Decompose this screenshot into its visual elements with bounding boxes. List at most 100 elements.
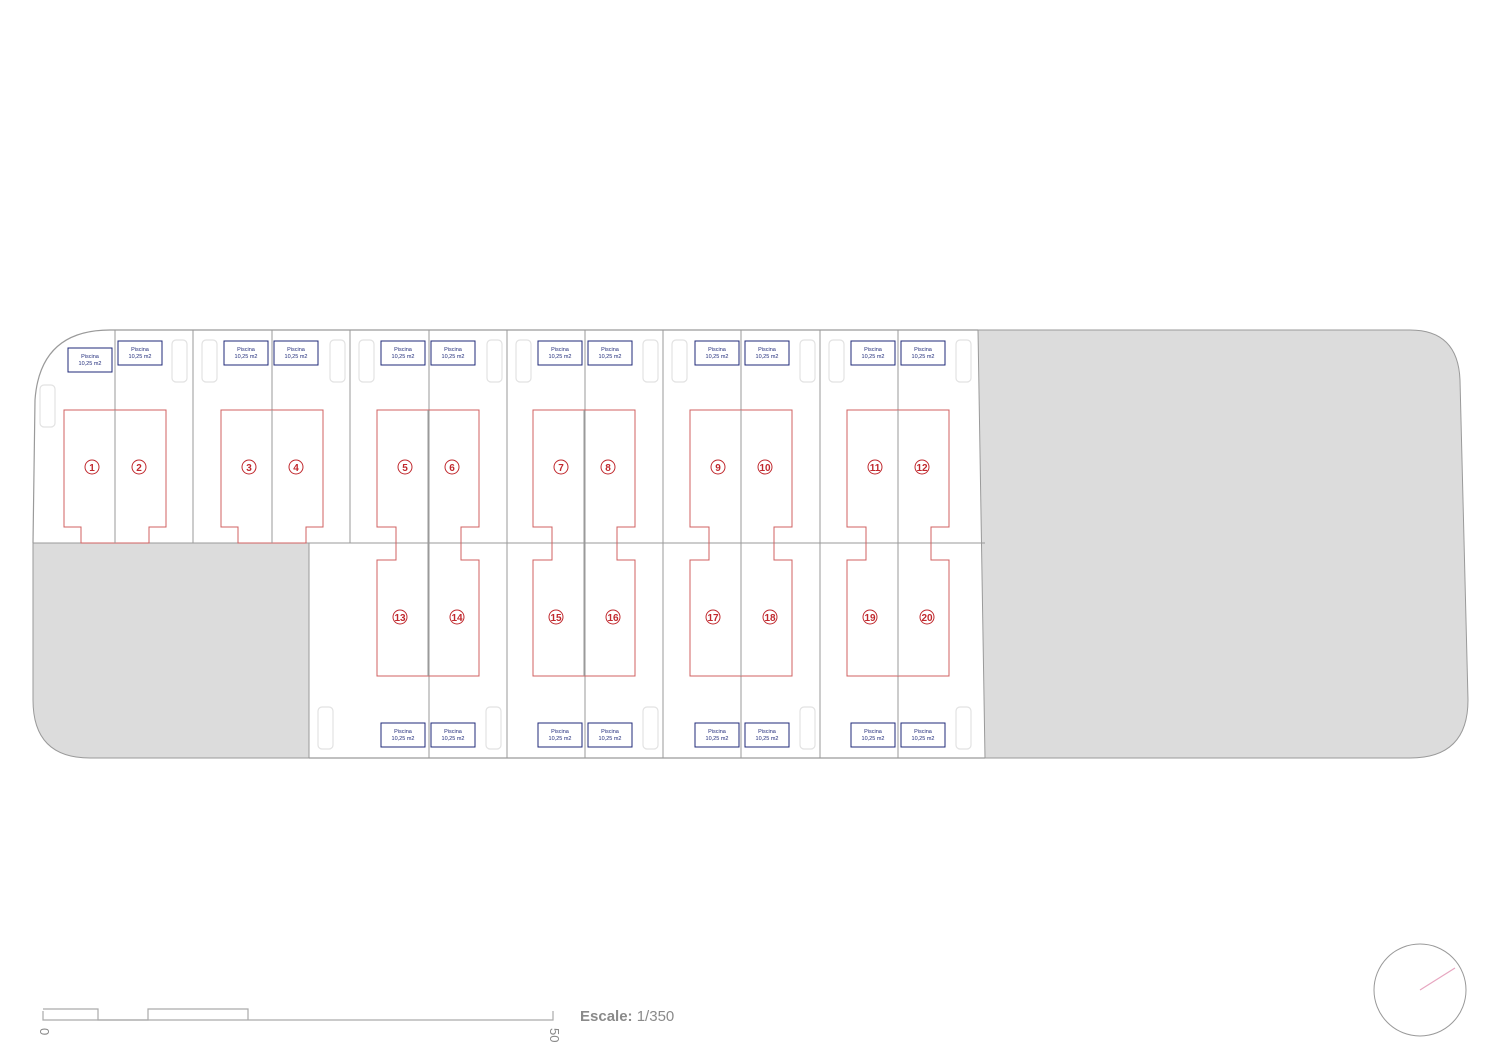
lot-number-badge: 16 bbox=[605, 609, 621, 625]
lot-number: 11 bbox=[870, 463, 881, 474]
lot-number-badge: 5 bbox=[397, 459, 413, 475]
pool-box bbox=[67, 347, 113, 373]
pool-box bbox=[380, 340, 426, 366]
car-icon bbox=[828, 339, 845, 383]
pool-area: 10,25 m2 bbox=[235, 354, 258, 360]
lot-number-circle bbox=[397, 459, 413, 475]
scale-label: Escale: 1/350 bbox=[580, 1008, 675, 1025]
scale-bar-segments bbox=[43, 1008, 249, 1021]
lot-number: 19 bbox=[864, 613, 876, 624]
house-footprint bbox=[220, 409, 324, 544]
north-arrow-needle bbox=[1419, 967, 1456, 991]
lot-number-badge: 10 bbox=[757, 459, 773, 475]
car-icon bbox=[171, 339, 188, 383]
car-icon bbox=[486, 339, 503, 383]
car-icon bbox=[799, 339, 816, 383]
pool-area: 10,25 m2 bbox=[285, 354, 308, 360]
lot-number-circle bbox=[131, 459, 147, 475]
lot-number-badge: 12 bbox=[914, 459, 930, 475]
car-icon bbox=[671, 339, 688, 383]
car-icon bbox=[955, 339, 972, 383]
lot-number: 20 bbox=[921, 613, 933, 624]
lot-number-circle bbox=[705, 609, 721, 625]
lot-number-badge: 11 bbox=[867, 459, 883, 475]
pool-area: 10,25 m2 bbox=[392, 354, 415, 360]
lot-number-badge: 4 bbox=[288, 459, 304, 475]
lot-number: 8 bbox=[605, 463, 611, 474]
pool-area: 10,25 m2 bbox=[706, 736, 729, 742]
lot-number-circle bbox=[757, 459, 773, 475]
lot-number: 15 bbox=[550, 613, 562, 624]
lot-number-circle bbox=[919, 609, 935, 625]
pool-title: Piscina bbox=[131, 347, 150, 353]
lot-number-badge: 1 bbox=[84, 459, 100, 475]
scale-bar bbox=[42, 1011, 554, 1021]
car-icon bbox=[358, 339, 375, 383]
pool-box bbox=[587, 722, 633, 748]
lot-number: 2 bbox=[136, 463, 142, 474]
lot-number-badge: 19 bbox=[862, 609, 878, 625]
pool-box bbox=[273, 340, 319, 366]
pool-area: 10,25 m2 bbox=[442, 736, 465, 742]
pool-area: 10,25 m2 bbox=[79, 361, 102, 367]
pool-area: 10,25 m2 bbox=[912, 736, 935, 742]
north-arrow-icon bbox=[1373, 943, 1467, 1037]
pool-area: 10,25 m2 bbox=[549, 736, 572, 742]
lot-number-circle bbox=[553, 459, 569, 475]
pool-area: 10,25 m2 bbox=[756, 354, 779, 360]
pool-title: Piscina bbox=[864, 729, 883, 735]
car-icon bbox=[329, 339, 346, 383]
pool-box bbox=[850, 722, 896, 748]
lot-number: 18 bbox=[764, 613, 776, 624]
house-footprint bbox=[689, 409, 793, 677]
lot-number-circle bbox=[605, 609, 621, 625]
green-area-left bbox=[32, 542, 310, 759]
pool-title: Piscina bbox=[551, 347, 570, 353]
pool-area: 10,25 m2 bbox=[599, 736, 622, 742]
pool-area: 10,25 m2 bbox=[862, 354, 885, 360]
car-icon bbox=[642, 339, 659, 383]
pool-box bbox=[587, 340, 633, 366]
lot-number: 14 bbox=[451, 613, 463, 624]
pool-title: Piscina bbox=[81, 354, 100, 360]
pool-area: 10,25 m2 bbox=[549, 354, 572, 360]
car-icon bbox=[201, 339, 218, 383]
lot-number: 13 bbox=[394, 613, 406, 624]
pool-title: Piscina bbox=[914, 347, 933, 353]
lot-number-badge: 17 bbox=[705, 609, 721, 625]
pool-box bbox=[430, 340, 476, 366]
car-icon bbox=[485, 706, 502, 750]
pool-title: Piscina bbox=[758, 347, 777, 353]
scale-tick-end: 50 bbox=[547, 1028, 562, 1043]
lot-number: 16 bbox=[607, 613, 619, 624]
lot-number-circle bbox=[914, 459, 930, 475]
lot-number-circle bbox=[288, 459, 304, 475]
north-arrow-circle bbox=[1373, 943, 1467, 1037]
lot-number: 10 bbox=[759, 463, 771, 474]
house-footprint bbox=[376, 409, 480, 677]
lot-number-circle bbox=[867, 459, 883, 475]
pool-box bbox=[537, 722, 583, 748]
car-icon bbox=[799, 706, 816, 750]
pool-title: Piscina bbox=[551, 729, 570, 735]
lot-number-badge: 18 bbox=[762, 609, 778, 625]
pool-box bbox=[430, 722, 476, 748]
lot-number-badge: 8 bbox=[600, 459, 616, 475]
house-footprint bbox=[63, 409, 167, 544]
car-icon bbox=[642, 706, 659, 750]
